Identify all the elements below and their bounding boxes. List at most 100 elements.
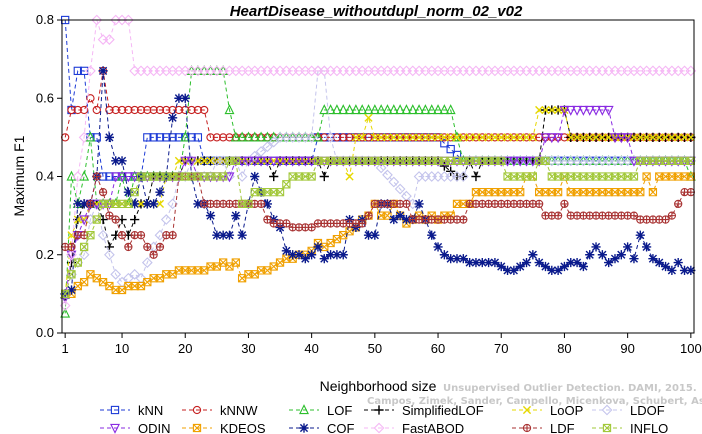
series-point-knnw [143, 105, 152, 115]
series-point-loop [686, 133, 695, 142]
series-point-cof [326, 250, 336, 260]
series-point-cof [319, 254, 329, 264]
x-tick-label: 1 [62, 341, 69, 356]
series-point-ldof [325, 131, 336, 143]
series-point-odin [527, 156, 538, 167]
series-point-loop [503, 133, 512, 142]
series-point-knnw [332, 133, 342, 142]
series-point-knnw [471, 133, 481, 142]
series-point-knnw [522, 133, 531, 142]
series-point-odin [546, 133, 557, 144]
series-point-cof [79, 199, 89, 209]
series-point-ldf [67, 242, 76, 252]
legend-item-knn: kNN [100, 403, 163, 418]
series-point-odin [603, 105, 614, 116]
series-point-ldf [263, 215, 272, 224]
series-point-ldf [155, 242, 165, 252]
series-point-odin [249, 156, 260, 167]
series-point-odin [597, 105, 608, 116]
series-point-ldof [382, 169, 393, 181]
series-point-odin [508, 156, 519, 167]
series-point-cof [585, 250, 595, 260]
series-point-ldf [117, 231, 127, 240]
legend-marker-fastabod [373, 422, 385, 434]
series-point-inflo [528, 172, 537, 181]
series-point-loop [440, 133, 449, 142]
series-point-ldf [667, 211, 677, 220]
series-point-lof [452, 131, 462, 142]
series-point-knnw [155, 105, 165, 115]
series-line-ldof [64, 70, 691, 295]
legend-label-cof: COF [327, 421, 355, 434]
legend-marker-simplifiedlof [374, 405, 384, 415]
series-point-cof [130, 199, 140, 209]
series-point-odin [237, 156, 248, 167]
series-point-lof [363, 104, 374, 115]
series-point-loop [433, 133, 443, 142]
series-point-cof [452, 254, 462, 264]
series-point-lof [420, 104, 431, 115]
series-point-loop [351, 133, 360, 142]
series-point-inflo [275, 188, 285, 197]
series-point-lof [180, 131, 191, 142]
series-line-knn [64, 19, 691, 177]
series-point-inflo [130, 188, 139, 197]
series-point-cof [250, 171, 260, 182]
series-point-fastabod [78, 131, 90, 143]
series-point-knnw [117, 105, 127, 115]
series-point-knnw [67, 105, 76, 115]
legend-item-ldf: LDF [512, 421, 575, 434]
series-point-lof [414, 104, 425, 115]
series-point-cof [155, 187, 165, 197]
legend-item-simplifiedlof: SimplifiedLOF [364, 403, 484, 418]
series-point-odin [180, 156, 191, 167]
series-point-knnw [200, 105, 209, 115]
series-point-odin [275, 156, 286, 167]
series-point-odin [553, 133, 564, 144]
series-point-knnw [193, 105, 203, 115]
x-tick-label: 80 [557, 341, 571, 356]
series-point-odin [262, 156, 273, 167]
series-inflo [61, 156, 695, 299]
x-tick-label: 50 [368, 341, 382, 356]
series-fastabod [59, 14, 697, 311]
series-point-knnw [124, 105, 133, 115]
series-point-loop [522, 133, 531, 142]
series-point-odin [281, 156, 292, 167]
series-point-cof [218, 230, 228, 240]
series-point-loop [136, 199, 146, 208]
series-point-ldf [358, 219, 367, 228]
series-point-cof [212, 230, 222, 240]
series-point-cof [572, 257, 582, 268]
x-tick-label: 20 [178, 341, 192, 356]
series-point-ldof [141, 257, 153, 268]
series-point-knn [440, 139, 449, 148]
series-point-knn [446, 144, 455, 154]
series-point-cof [465, 257, 475, 268]
series-point-knnw [212, 133, 221, 142]
series-ldof [59, 65, 697, 300]
series-point-cof [104, 132, 114, 142]
series-point-lof [319, 104, 330, 115]
series-point-knnw [345, 133, 354, 142]
series-point-loop [535, 105, 544, 115]
series-point-cof [591, 242, 601, 252]
series-point-cof [547, 265, 557, 275]
series-line-cof [64, 70, 691, 295]
series-point-lof [401, 104, 412, 115]
series-point-knnw [395, 133, 405, 142]
series-point-ldof [268, 136, 280, 148]
series-point-loop [465, 133, 474, 142]
legend: kNN kNNW LOF SimplifiedLOF LoOP LDOF ODIN KDEOS… [100, 403, 668, 434]
series-point-cof [458, 254, 468, 264]
series-point-ldf [124, 242, 133, 252]
series-point-odin [616, 133, 627, 144]
series-point-kdeos [636, 188, 645, 197]
series-point-loop [490, 133, 500, 142]
legend-item-cof: COF [289, 421, 355, 434]
series-point-knnw [86, 94, 95, 103]
series-point-ldf [86, 199, 95, 209]
series-point-odin [306, 156, 317, 167]
series-point-cof [313, 242, 323, 252]
series-point-loop [427, 133, 436, 142]
